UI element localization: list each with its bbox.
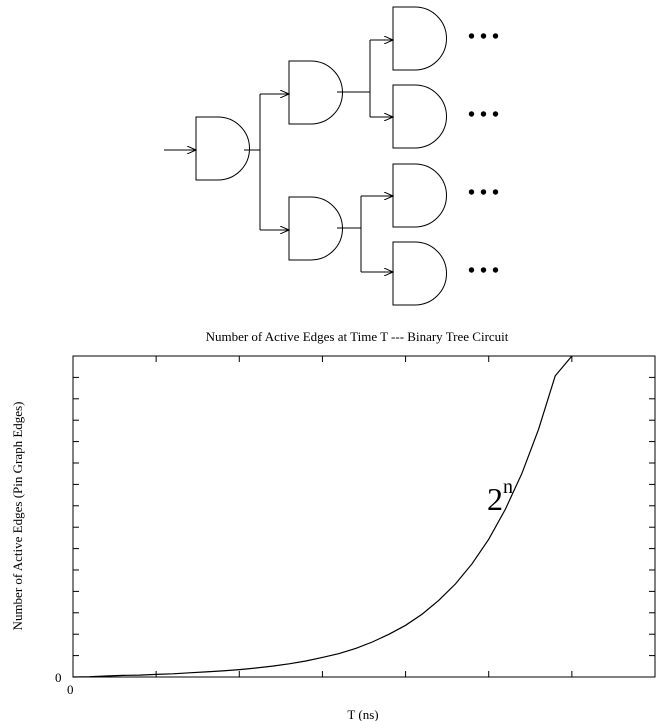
x-axis-tick-0: 0 [67, 682, 74, 697]
and-gate-upper [288, 60, 343, 125]
continuation-marker-1: • • • [468, 26, 499, 48]
continuation-marker-2: • • • [468, 104, 499, 126]
and-gate-leaf-3 [392, 163, 447, 228]
and-gate-leaf-2 [392, 84, 447, 149]
annotation-exponent: n [503, 476, 513, 498]
binary-tree-circuit-diagram [164, 6, 447, 306]
y-axis-label: Number of Active Edges (Pin Graph Edges) [10, 402, 25, 631]
chart-title: Number of Active Edges at Time T --- Bin… [206, 329, 509, 344]
and-gate-leaf-4 [392, 241, 447, 306]
continuation-marker-3: • • • [468, 182, 499, 204]
series-line-2n [72, 355, 573, 678]
plot-frame [72, 355, 656, 678]
axis-ticks [73, 356, 655, 677]
curve-annotation: 2n [487, 476, 513, 517]
y-axis-tick-0: 0 [55, 670, 62, 685]
x-axis-label: T (ns) [347, 707, 378, 721]
continuation-marker-4: • • • [468, 260, 499, 282]
and-gate-lower [288, 196, 343, 261]
and-gate-leaf-1 [392, 6, 447, 71]
active-edges-chart: Number of Active Edges at Time T --- Bin… [10, 329, 656, 721]
annotation-base: 2 [487, 481, 503, 517]
and-gate-root [195, 116, 250, 181]
